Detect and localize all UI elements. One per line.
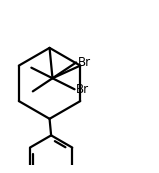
Text: Br: Br — [76, 83, 89, 96]
Text: Br: Br — [78, 56, 91, 69]
